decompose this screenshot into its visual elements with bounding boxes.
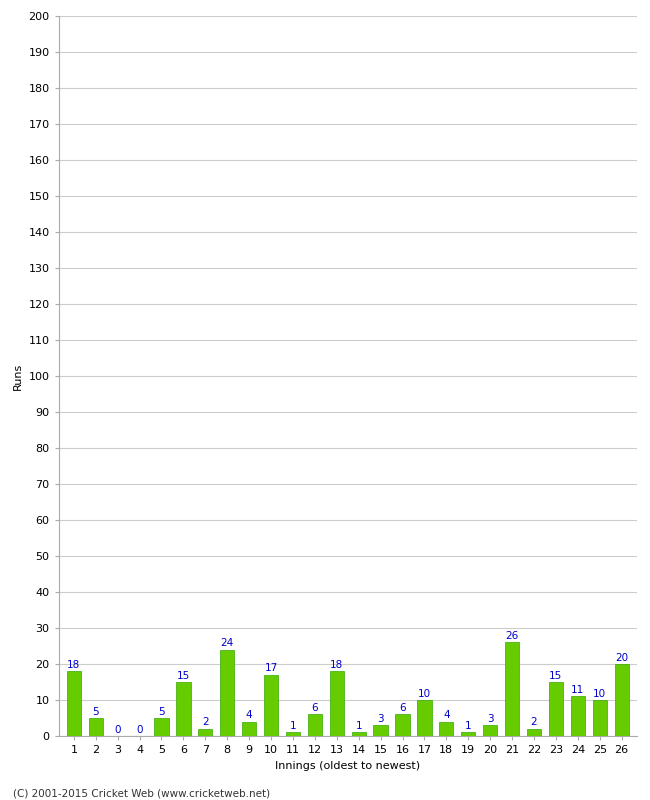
Text: 10: 10: [593, 689, 606, 698]
Bar: [307, 714, 322, 736]
Bar: [374, 726, 388, 736]
Text: 1: 1: [290, 721, 296, 731]
Bar: [198, 729, 213, 736]
Text: (C) 2001-2015 Cricket Web (www.cricketweb.net): (C) 2001-2015 Cricket Web (www.cricketwe…: [13, 788, 270, 798]
Text: 3: 3: [487, 714, 493, 724]
Bar: [67, 671, 81, 736]
Bar: [483, 726, 497, 736]
Bar: [88, 718, 103, 736]
Bar: [614, 664, 629, 736]
Text: 1: 1: [356, 721, 362, 731]
Text: 5: 5: [92, 706, 99, 717]
Bar: [527, 729, 541, 736]
Text: 17: 17: [265, 663, 278, 674]
Text: 4: 4: [246, 710, 252, 720]
Text: 1: 1: [465, 721, 472, 731]
Bar: [330, 671, 344, 736]
Text: 2: 2: [530, 718, 538, 727]
Text: 0: 0: [136, 725, 143, 734]
Text: 24: 24: [220, 638, 234, 648]
Y-axis label: Runs: Runs: [13, 362, 23, 390]
Text: 10: 10: [418, 689, 431, 698]
Text: 11: 11: [571, 685, 584, 695]
Bar: [220, 650, 235, 736]
Text: 2: 2: [202, 718, 209, 727]
Text: 4: 4: [443, 710, 450, 720]
Bar: [593, 700, 607, 736]
Bar: [154, 718, 168, 736]
Bar: [571, 696, 585, 736]
Bar: [461, 733, 475, 736]
Text: 5: 5: [158, 706, 165, 717]
Bar: [286, 733, 300, 736]
Text: 26: 26: [506, 631, 519, 641]
Bar: [395, 714, 410, 736]
Text: 15: 15: [177, 670, 190, 681]
Text: 3: 3: [377, 714, 384, 724]
Text: 0: 0: [114, 725, 121, 734]
Text: 18: 18: [330, 660, 343, 670]
Text: 18: 18: [67, 660, 81, 670]
X-axis label: Innings (oldest to newest): Innings (oldest to newest): [275, 761, 421, 770]
Text: 15: 15: [549, 670, 562, 681]
Bar: [242, 722, 256, 736]
Text: 20: 20: [615, 653, 628, 662]
Bar: [352, 733, 366, 736]
Text: 6: 6: [311, 703, 318, 713]
Bar: [264, 675, 278, 736]
Bar: [176, 682, 190, 736]
Bar: [549, 682, 563, 736]
Bar: [417, 700, 432, 736]
Bar: [505, 642, 519, 736]
Text: 6: 6: [399, 703, 406, 713]
Bar: [439, 722, 454, 736]
